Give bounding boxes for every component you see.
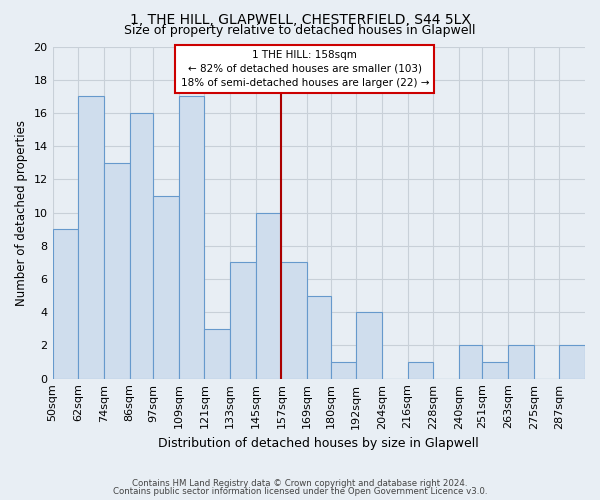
Text: Size of property relative to detached houses in Glapwell: Size of property relative to detached ho… [124,24,476,37]
Bar [331,362,356,378]
Bar [130,113,153,378]
Bar [407,362,433,378]
Text: 1, THE HILL, GLAPWELL, CHESTERFIELD, S44 5LX: 1, THE HILL, GLAPWELL, CHESTERFIELD, S44… [130,12,470,26]
Bar [482,362,508,378]
Bar [53,229,78,378]
Bar [230,262,256,378]
Bar [256,212,281,378]
Bar [559,346,585,378]
Bar [205,329,230,378]
Bar [508,346,533,378]
Bar [179,96,205,378]
Y-axis label: Number of detached properties: Number of detached properties [15,120,28,306]
Bar [78,96,104,378]
Bar [281,262,307,378]
Bar [356,312,382,378]
Bar [104,163,130,378]
Bar [307,296,331,378]
Text: Contains HM Land Registry data © Crown copyright and database right 2024.: Contains HM Land Registry data © Crown c… [132,478,468,488]
Bar [459,346,482,378]
Text: Contains public sector information licensed under the Open Government Licence v3: Contains public sector information licen… [113,487,487,496]
X-axis label: Distribution of detached houses by size in Glapwell: Distribution of detached houses by size … [158,437,479,450]
Text: 1 THE HILL: 158sqm
← 82% of detached houses are smaller (103)
18% of semi-detach: 1 THE HILL: 158sqm ← 82% of detached hou… [181,50,429,88]
Bar [153,196,179,378]
